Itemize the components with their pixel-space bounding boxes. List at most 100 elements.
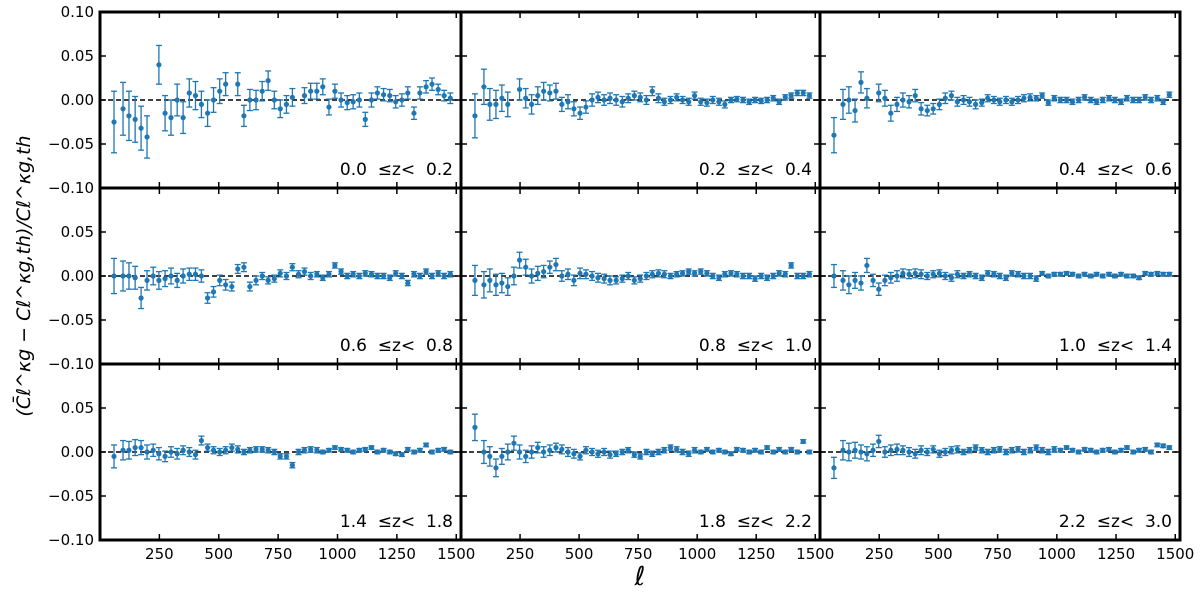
data-point bbox=[715, 274, 722, 282]
marker bbox=[846, 97, 852, 103]
marker bbox=[138, 445, 144, 451]
data-point bbox=[996, 446, 1003, 453]
data-point bbox=[1063, 445, 1070, 451]
data-point bbox=[966, 96, 973, 107]
data-point bbox=[259, 271, 266, 281]
data-point bbox=[800, 89, 807, 97]
data-point bbox=[1020, 448, 1027, 456]
data-point bbox=[374, 449, 381, 455]
data-point bbox=[1148, 271, 1155, 277]
marker bbox=[186, 90, 192, 96]
data-point bbox=[906, 446, 913, 458]
marker bbox=[529, 273, 535, 279]
marker bbox=[277, 270, 283, 276]
x-tick-label: 500 bbox=[924, 545, 953, 563]
data-point bbox=[577, 106, 584, 121]
marker bbox=[320, 84, 326, 90]
data-point bbox=[1069, 447, 1076, 453]
marker bbox=[649, 451, 655, 457]
data-point bbox=[516, 78, 523, 101]
marker bbox=[613, 451, 619, 457]
data-point bbox=[721, 100, 728, 109]
marker bbox=[806, 449, 812, 455]
data-point bbox=[180, 101, 187, 135]
marker bbox=[942, 95, 948, 101]
data-point bbox=[259, 446, 266, 453]
marker bbox=[417, 447, 423, 453]
marker bbox=[776, 270, 782, 276]
marker bbox=[577, 110, 583, 116]
data-point bbox=[313, 270, 320, 278]
panel-label: 1.8 ≤z< 2.2 bbox=[699, 512, 812, 532]
marker bbox=[138, 125, 144, 131]
data-point bbox=[1081, 94, 1088, 101]
data-point bbox=[625, 271, 632, 281]
data-point bbox=[1008, 446, 1015, 454]
marker bbox=[405, 90, 411, 96]
marker bbox=[840, 447, 846, 453]
data-point bbox=[344, 272, 351, 280]
marker bbox=[393, 99, 399, 105]
data-point bbox=[703, 446, 710, 452]
data-point bbox=[356, 92, 363, 108]
marker bbox=[912, 270, 918, 276]
data-point bbox=[1027, 446, 1034, 454]
marker bbox=[481, 449, 487, 455]
marker bbox=[852, 277, 858, 283]
data-point bbox=[144, 115, 151, 159]
data-point bbox=[691, 91, 698, 100]
marker bbox=[387, 275, 393, 281]
marker bbox=[1003, 449, 1009, 455]
data-point bbox=[564, 94, 571, 110]
data-point bbox=[1057, 271, 1064, 277]
data-point bbox=[210, 285, 217, 298]
marker bbox=[295, 271, 302, 277]
marker bbox=[535, 445, 541, 451]
marker bbox=[441, 273, 447, 279]
data-point bbox=[368, 445, 375, 451]
marker bbox=[411, 449, 417, 455]
marker bbox=[259, 88, 265, 94]
marker bbox=[589, 449, 595, 455]
marker bbox=[704, 270, 710, 276]
marker bbox=[1166, 92, 1172, 98]
data-point bbox=[667, 95, 674, 105]
data-point bbox=[338, 268, 345, 275]
data-point bbox=[253, 275, 260, 286]
marker bbox=[679, 449, 686, 455]
x-tick-label: 1250 bbox=[1097, 545, 1135, 563]
marker bbox=[180, 115, 186, 121]
data-point bbox=[313, 82, 320, 100]
x-tick-label: 1500 bbox=[437, 545, 475, 563]
data-point bbox=[1160, 443, 1167, 449]
marker bbox=[1100, 97, 1106, 103]
data-point bbox=[486, 87, 493, 121]
data-point bbox=[1148, 449, 1155, 455]
marker bbox=[1021, 273, 1027, 279]
data-point bbox=[727, 96, 734, 104]
marker bbox=[1124, 95, 1130, 101]
marker bbox=[1154, 95, 1160, 101]
panels-layer: 0.0 ≤z< 0.2 0.2 ≤z< 0.4 0.4 ≤z< 0.6 0.6 ≤z<… bbox=[98, 10, 1182, 542]
data-point bbox=[138, 105, 145, 151]
marker bbox=[481, 282, 487, 288]
y-tick-label: 0.05 bbox=[61, 223, 94, 241]
marker bbox=[1124, 273, 1130, 279]
marker bbox=[1081, 446, 1088, 452]
data-point bbox=[746, 98, 753, 106]
marker bbox=[138, 295, 144, 301]
marker bbox=[794, 90, 800, 96]
data-point bbox=[192, 80, 199, 111]
data-point bbox=[577, 267, 584, 280]
marker bbox=[1076, 97, 1082, 103]
data-point bbox=[703, 270, 710, 277]
data-point bbox=[392, 451, 399, 457]
marker bbox=[710, 97, 716, 103]
marker bbox=[559, 101, 565, 107]
y-tick-label: 0.10 bbox=[61, 3, 94, 21]
data-point bbox=[1105, 446, 1112, 452]
data-point bbox=[954, 445, 961, 454]
data-point bbox=[198, 90, 205, 119]
data-point bbox=[380, 87, 387, 102]
marker bbox=[1094, 271, 1100, 277]
